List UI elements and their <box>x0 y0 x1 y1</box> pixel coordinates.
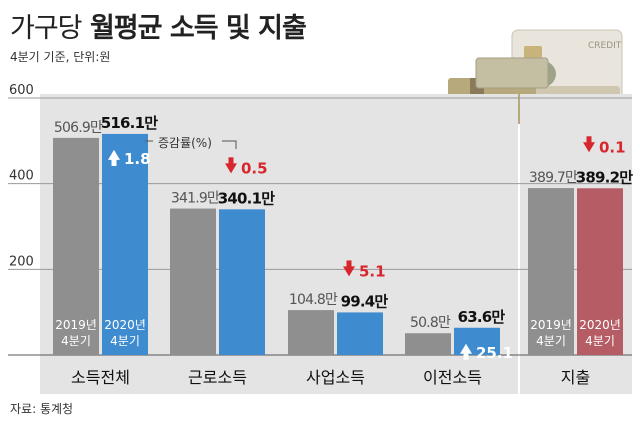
value-label-2020: 389.2만 <box>576 168 633 186</box>
title-light: 가구당 <box>10 13 83 44</box>
arrow-up-stem <box>111 158 117 166</box>
change-rate-2: 5.1 <box>343 260 386 280</box>
category-label: 지출 <box>561 368 590 387</box>
change-rate-value: 5.1 <box>359 262 386 280</box>
arrow-down-stem <box>228 157 234 165</box>
change-rate-value: 25.1 <box>476 344 513 362</box>
legend-note: 증감률(%) <box>158 136 212 150</box>
change-rate-4: 0.1 <box>583 136 626 156</box>
source-note: 자료: 통계청 <box>10 402 74 416</box>
change-rate-0: 1.8 <box>108 149 151 168</box>
chart-subtitle: 4분기 기준, 단위:원 <box>10 50 111 64</box>
change-rate-value: 0.5 <box>241 159 268 177</box>
arrow-down-icon <box>583 142 595 153</box>
year-label-2019: 2019년 <box>530 318 572 332</box>
value-label-2019: 389.7만 <box>529 170 578 186</box>
value-label-2020: 340.1만 <box>218 189 275 207</box>
category-label: 사업소득 <box>306 368 365 387</box>
bar-2020-4 <box>577 188 623 355</box>
card-logo: CREDIT <box>588 41 622 51</box>
bar-2019-3 <box>405 333 451 355</box>
bar-2019-0 <box>53 137 99 355</box>
arrow-down-icon <box>343 266 355 277</box>
bar-2020-2 <box>337 312 383 355</box>
title-bold: 월평균 소득 및 지출 <box>89 13 307 44</box>
change-rate-value: 0.1 <box>599 138 626 156</box>
bar-2020-3 <box>454 327 500 355</box>
bar-2019-1 <box>170 208 216 355</box>
year-label-2020: 2020년 <box>104 318 146 332</box>
arrow-down-stem <box>346 260 352 268</box>
y-tick-label: 400 <box>9 169 34 184</box>
bar-2020-1 <box>219 209 265 355</box>
card-stripe <box>524 46 542 60</box>
banknote-top <box>475 57 549 89</box>
arrow-down-stem <box>586 136 592 144</box>
arrow-up-icon <box>460 343 472 354</box>
quarter-label-2019: 4분기 <box>61 334 91 348</box>
y-tick-label: 200 <box>9 254 34 269</box>
arrow-up-stem <box>463 352 469 360</box>
value-label-2020: 63.6만 <box>458 308 506 326</box>
value-label-2019: 50.8만 <box>410 315 451 331</box>
value-label-2020: 516.1만 <box>101 114 158 132</box>
bar-2019-4 <box>528 188 574 355</box>
category-label: 근로소득 <box>188 368 247 387</box>
chart-title: 가구당 월평균 소득 및 지출 <box>10 6 307 45</box>
year-label-2019: 2019년 <box>55 318 97 332</box>
arrow-down-icon <box>225 163 237 174</box>
bar-2020-0 <box>102 133 148 355</box>
value-label-2020: 99.4만 <box>341 292 389 310</box>
legend-bracket <box>145 140 237 149</box>
quarter-label-2020: 4분기 <box>585 334 615 348</box>
bar-2019-2 <box>288 310 334 355</box>
value-label-2019: 506.9만 <box>54 120 103 136</box>
change-rate-1: 0.5 <box>225 157 268 177</box>
year-label-2020: 2020년 <box>579 318 621 332</box>
quarter-label-2019: 4분기 <box>536 334 566 348</box>
value-label-2019: 104.8만 <box>289 292 338 308</box>
category-label: 이전소득 <box>423 368 482 387</box>
arrow-up-icon <box>108 149 120 160</box>
change-rate-value: 1.8 <box>124 150 151 168</box>
category-label: 소득전체 <box>71 368 130 387</box>
value-label-2019: 341.9만 <box>171 191 220 207</box>
y-tick-label: 600 <box>9 83 34 98</box>
quarter-label-2020: 4분기 <box>110 334 140 348</box>
change-rate-3: 25.1 <box>460 343 513 362</box>
